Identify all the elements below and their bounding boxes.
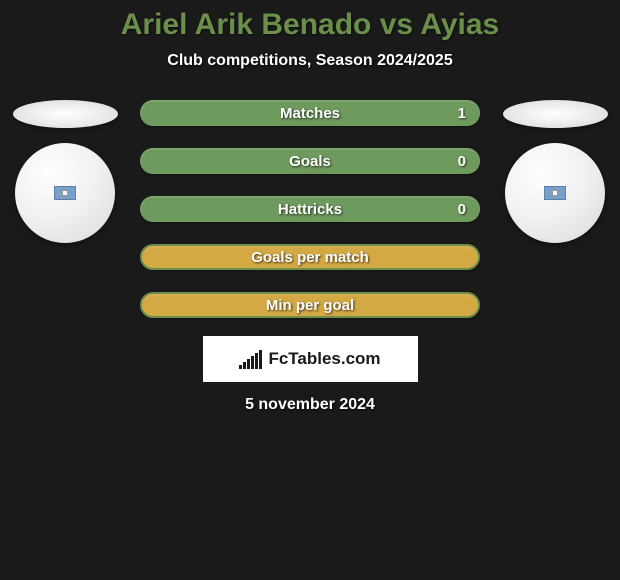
stat-label: Goals [289, 153, 331, 170]
right-ellipse-badge [503, 100, 608, 128]
right-column [500, 100, 610, 243]
stat-value: 0 [458, 153, 466, 170]
stat-value: 0 [458, 201, 466, 218]
stat-bar-goals-per-match: Goals per match [140, 244, 480, 270]
stat-label: Min per goal [266, 297, 354, 314]
placeholder-dot-icon [62, 190, 68, 196]
left-column [10, 100, 120, 243]
placeholder-dot-icon [552, 190, 558, 196]
content-row: Matches 1 Goals 0 Hattricks 0 Goals per … [0, 100, 620, 318]
left-ellipse-badge [13, 100, 118, 128]
stats-column: Matches 1 Goals 0 Hattricks 0 Goals per … [140, 100, 480, 318]
chart-bar-icon [255, 353, 258, 369]
chart-bar-icon [239, 365, 242, 369]
left-circle-badge [15, 143, 115, 243]
stat-value: 1 [458, 105, 466, 122]
right-circle-badge [505, 143, 605, 243]
placeholder-icon [544, 186, 566, 200]
stat-bar-min-per-goal: Min per goal [140, 292, 480, 318]
stat-bar-goals: Goals 0 [140, 148, 480, 174]
placeholder-icon [54, 186, 76, 200]
chart-bar-icon [251, 356, 254, 369]
stat-bar-hattricks: Hattricks 0 [140, 196, 480, 222]
logo-box: FcTables.com [203, 336, 418, 382]
chart-icon [239, 350, 262, 369]
logo-text: FcTables.com [268, 349, 380, 369]
stat-label: Goals per match [251, 249, 369, 266]
page-title: Ariel Arik Benado vs Ayias [0, 8, 620, 42]
stat-bar-matches: Matches 1 [140, 100, 480, 126]
stat-label: Matches [280, 105, 340, 122]
footer-date: 5 november 2024 [0, 396, 620, 414]
main-container: Ariel Arik Benado vs Ayias Club competit… [0, 0, 620, 414]
stat-label: Hattricks [278, 201, 342, 218]
chart-bar-icon [259, 350, 262, 369]
chart-bar-icon [247, 359, 250, 369]
page-subtitle: Club competitions, Season 2024/2025 [0, 52, 620, 70]
chart-bar-icon [243, 362, 246, 369]
